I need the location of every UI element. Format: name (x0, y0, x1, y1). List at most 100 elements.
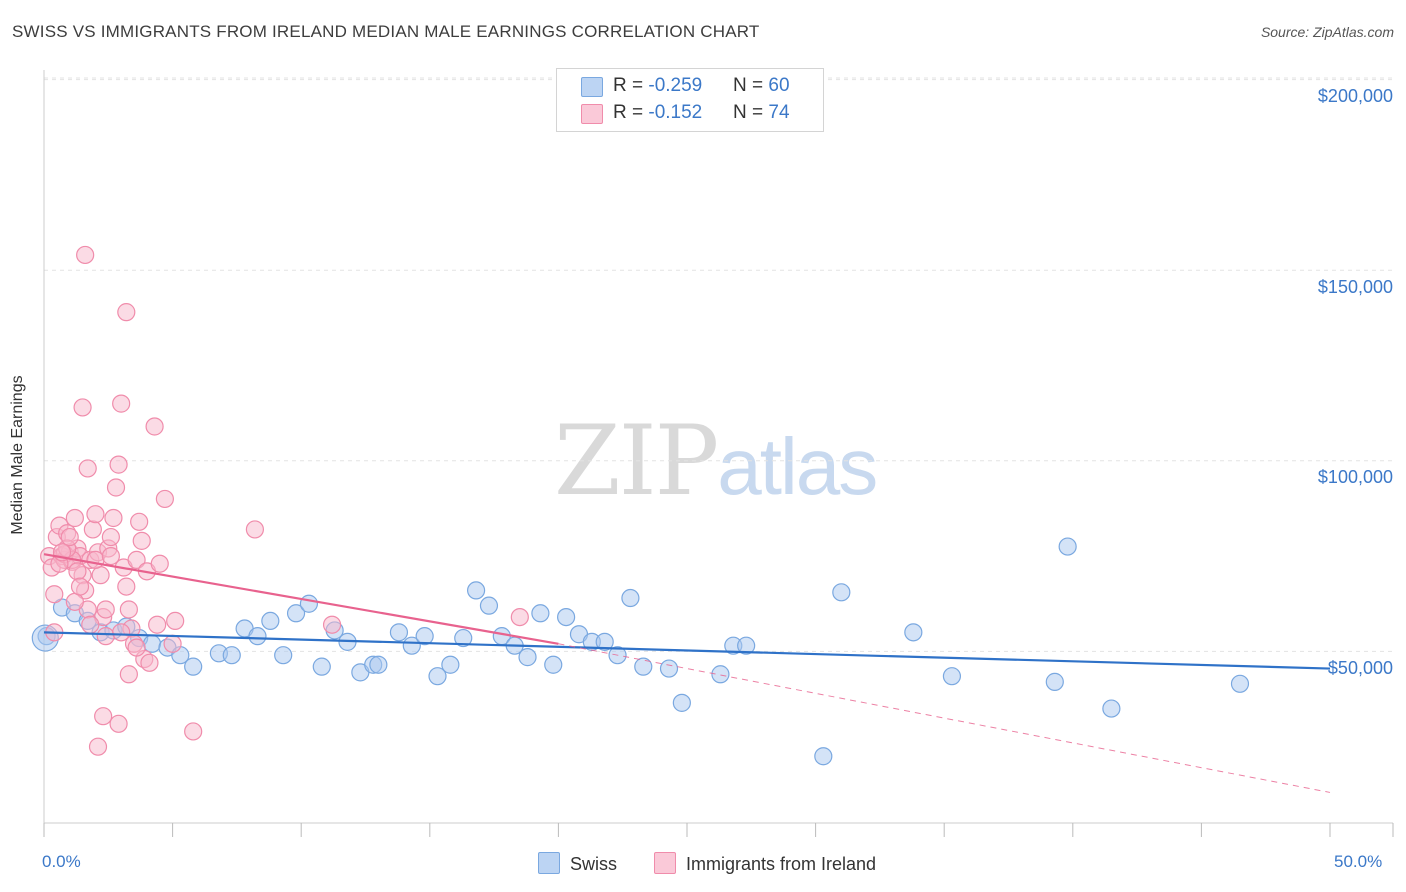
point-ireland-70 (112, 623, 131, 642)
point-swiss-36 (518, 648, 537, 667)
point-ireland-21 (91, 566, 110, 585)
point-ireland-52 (109, 714, 128, 733)
point-ireland-47 (117, 303, 136, 322)
point-swiss-29 (428, 667, 447, 686)
point-swiss-54 (942, 667, 962, 686)
trendline-ireland-extension (558, 643, 1331, 793)
point-ireland-43 (155, 489, 174, 509)
y-tick-label-100000: $100,000 (1317, 467, 1393, 487)
correlation-legend: R = -0.259 N = 60 R = -0.152 N = 74 (556, 68, 824, 132)
point-ireland-2 (45, 585, 64, 604)
bottom-legend-swatch-ireland (654, 852, 676, 874)
point-ireland-51 (88, 737, 108, 756)
point-swiss-48 (711, 665, 730, 684)
point-ireland-25 (101, 527, 120, 547)
chart-title: SWISS VS IMMIGRANTS FROM IRELAND MEDIAN … (12, 22, 760, 41)
point-swiss-32 (466, 581, 486, 600)
point-ireland-56 (322, 615, 342, 634)
point-ireland-42 (150, 554, 169, 573)
point-ireland-67 (101, 546, 120, 566)
point-ireland-37 (132, 531, 151, 550)
point-swiss-28 (415, 627, 434, 646)
point-ireland-66 (86, 550, 105, 570)
point-swiss-57 (1102, 699, 1121, 718)
point-swiss-16 (261, 611, 280, 631)
point-swiss-37 (531, 604, 550, 623)
point-swiss-44 (621, 588, 640, 608)
point-ireland-26 (104, 508, 123, 528)
point-ireland-49 (78, 459, 97, 478)
point-ireland-11 (65, 508, 84, 528)
point-swiss-45 (634, 657, 653, 676)
point-swiss-30 (441, 655, 460, 674)
y-axis-label: Median Male Earnings (9, 375, 26, 535)
point-ireland-19 (86, 505, 105, 524)
point-ireland-46 (76, 245, 95, 265)
point-swiss-18 (286, 604, 306, 623)
legend-swatch-swiss (581, 77, 603, 97)
point-swiss-46 (659, 659, 679, 678)
x-tick-label-max: 50.0% (1334, 852, 1383, 871)
point-ireland-28 (109, 455, 128, 474)
point-ireland-23 (96, 627, 115, 646)
point-ireland-41 (145, 417, 164, 436)
point-ireland-55 (245, 520, 265, 539)
point-swiss-39 (557, 607, 576, 627)
point-swiss-53 (904, 623, 923, 642)
point-ireland-44 (163, 634, 182, 653)
legend-n-ireland: N = 74 (733, 102, 790, 123)
point-ireland-65 (81, 615, 100, 634)
point-swiss-27 (402, 636, 421, 655)
x-tick-label-min: 0.0% (42, 852, 81, 871)
point-swiss-50 (737, 636, 756, 655)
point-swiss-25 (369, 655, 388, 674)
y-tick-label-150000: $150,000 (1317, 277, 1393, 297)
point-swiss-20 (312, 657, 331, 676)
point-swiss-17 (274, 646, 293, 665)
point-swiss-15 (248, 627, 267, 646)
watermark-atlas: atlas (717, 422, 878, 511)
point-swiss-11 (184, 657, 203, 676)
legend-swatch-ireland (581, 104, 603, 124)
point-ireland-32 (119, 600, 138, 619)
point-swiss-55 (1058, 537, 1077, 556)
point-ireland-61 (68, 562, 87, 581)
point-ireland-54 (119, 665, 138, 684)
point-ireland-53 (184, 722, 203, 741)
legend-n-swiss: N = 60 (733, 75, 790, 96)
point-ireland-50 (94, 707, 113, 726)
point-swiss-19 (299, 594, 319, 613)
point-ireland-45 (166, 611, 185, 631)
point-ireland-73 (70, 577, 90, 596)
bottom-legend-label-ireland: Immigrants from Ireland (686, 854, 877, 874)
y-tick-label-50000: $50,000 (1327, 658, 1393, 678)
bottom-legend-ireland: Immigrants from Ireland (654, 852, 876, 875)
point-ireland-72 (148, 615, 167, 634)
point-ireland-63 (65, 592, 84, 611)
point-swiss-38 (544, 655, 563, 674)
point-ireland-27 (106, 478, 126, 497)
point-ireland-68 (60, 527, 79, 547)
point-swiss-8 (142, 634, 162, 653)
point-swiss-33 (479, 596, 499, 615)
point-swiss-56 (1045, 672, 1064, 691)
legend-r-swiss: R = -0.259 (613, 75, 703, 96)
point-ireland-40 (140, 653, 159, 672)
point-swiss-31 (454, 628, 473, 648)
y-tick-label-200000: $200,000 (1317, 86, 1393, 106)
bottom-legend-swatch-swiss (538, 852, 560, 874)
trendline-swiss (43, 631, 1331, 670)
point-ireland-36 (130, 512, 149, 531)
point-swiss-47 (672, 693, 691, 712)
source-label: Source: ZipAtlas.com (1260, 24, 1394, 40)
point-ireland-64 (96, 600, 115, 619)
point-ireland-18 (83, 520, 102, 539)
point-swiss-26 (389, 623, 409, 642)
point-ireland-35 (127, 550, 146, 570)
point-ireland-57 (510, 607, 529, 627)
point-ireland-31 (117, 577, 136, 596)
bottom-legend-label-swiss: Swiss (570, 854, 618, 874)
point-ireland-48 (73, 398, 92, 417)
point-swiss-58 (1230, 674, 1250, 693)
point-ireland-29 (112, 394, 131, 413)
